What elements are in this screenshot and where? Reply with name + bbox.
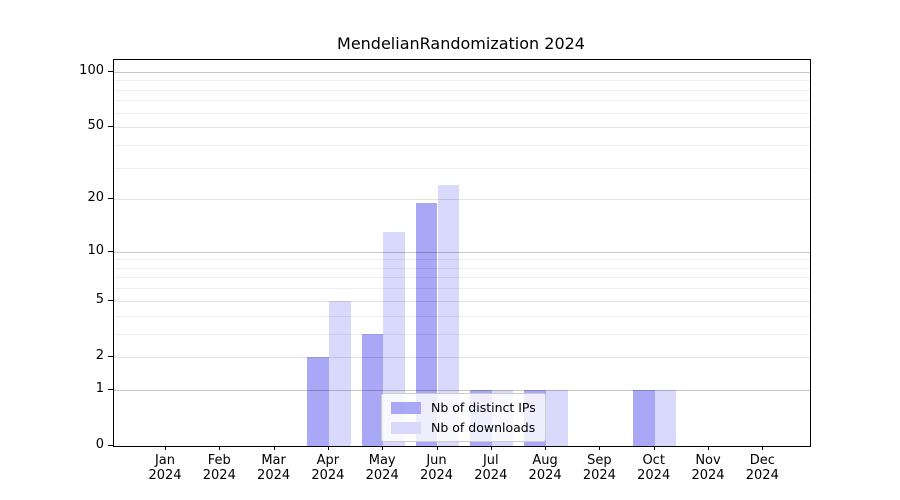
x-tick-label-jun: Jun 2024 <box>405 453 469 483</box>
x-tick-label-sep: Sep 2024 <box>567 453 631 483</box>
x-tick-jul <box>490 446 492 450</box>
y-tick-label-0: 0 <box>95 437 104 452</box>
x-tick-label-may: May 2024 <box>350 453 414 483</box>
gridline-y-100 <box>114 71 810 73</box>
bar-ips-may <box>361 333 384 446</box>
y-tick-label-2: 2 <box>95 347 104 363</box>
x-tick-year-oct: 2024 <box>637 468 671 483</box>
gridline-y-30 <box>114 167 810 169</box>
gridline-y-5 <box>114 300 810 302</box>
x-tick-label-dec: Dec 2024 <box>730 453 794 483</box>
y-tick-10 <box>108 250 113 252</box>
x-tick-year-feb: 2024 <box>202 468 236 483</box>
y-tick-5 <box>108 299 113 301</box>
x-tick-year-apr: 2024 <box>311 468 345 483</box>
gridline-y-60 <box>114 112 810 114</box>
gridline-y-1 <box>114 389 810 391</box>
y-tick-20 <box>108 198 113 200</box>
x-tick-label-feb: Feb 2024 <box>187 453 251 483</box>
y-tick-label-1: 1 <box>95 380 104 396</box>
x-tick-may <box>382 446 384 450</box>
x-tick-year-may: 2024 <box>365 468 399 483</box>
gridline-y-2 <box>114 356 810 358</box>
x-tick-oct <box>653 446 655 450</box>
chart-title: MendelianRandomization 2024 <box>337 34 585 53</box>
gridline-y-20 <box>114 199 810 201</box>
y-tick-label-20: 20 <box>87 190 104 206</box>
legend-swatch-downloads <box>391 421 421 434</box>
x-tick-label-aug: Aug 2024 <box>513 453 577 483</box>
x-tick-aug <box>545 446 547 450</box>
y-tick-label-10: 10 <box>87 242 104 258</box>
gridline-y-40 <box>114 144 810 146</box>
x-tick-year-jun: 2024 <box>419 468 454 483</box>
bar-downloads-aug <box>546 389 568 446</box>
bar-downloads-jun <box>437 185 460 446</box>
gridline-y-10 <box>114 251 810 253</box>
gridline-y-90 <box>114 80 810 82</box>
plot-area: Nb of distinct IPs Nb of downloads <box>113 59 811 447</box>
x-tick-year-dec: 2024 <box>745 468 779 483</box>
legend: Nb of distinct IPs Nb of downloads <box>381 393 546 442</box>
x-tick-year-jul: 2024 <box>474 468 508 483</box>
x-tick-label-oct: Oct 2024 <box>622 453 686 483</box>
gridline-y-80 <box>114 89 810 91</box>
x-tick-mar <box>273 446 275 450</box>
x-tick-label-jul: Jul 2024 <box>459 453 523 483</box>
y-tick-2 <box>108 355 113 357</box>
gridline-y-3 <box>114 333 810 335</box>
bar-ips-apr <box>307 356 329 446</box>
x-tick-year-sep: 2024 <box>582 468 616 483</box>
bar-ips-jun <box>415 203 438 446</box>
legend-label-distinct-ips: Nb of distinct IPs <box>431 400 536 415</box>
x-tick-nov <box>708 446 709 450</box>
x-tick-label-jan: Jan 2024 <box>133 453 197 483</box>
x-tick-apr <box>327 446 329 450</box>
gridline-y-7 <box>114 277 810 279</box>
y-tick-label-5: 5 <box>95 291 104 307</box>
gridline-y-50 <box>114 127 810 129</box>
y-tick-0 <box>108 445 113 446</box>
y-tick-50 <box>108 126 113 128</box>
x-tick-year-nov: 2024 <box>691 468 725 483</box>
x-tick-year-mar: 2024 <box>257 468 291 483</box>
x-tick-label-apr: Apr 2024 <box>296 453 360 483</box>
x-tick-feb <box>219 446 221 450</box>
y-tick-label-100: 100 <box>79 62 104 78</box>
gridline-y-70 <box>114 100 810 102</box>
x-tick-sep <box>599 446 601 450</box>
x-tick-label-nov: Nov 2024 <box>676 453 740 483</box>
legend-swatch-distinct-ips <box>391 401 421 414</box>
legend-label-downloads: Nb of downloads <box>431 420 536 435</box>
x-tick-dec <box>762 446 764 450</box>
gridline-y-4 <box>114 315 810 317</box>
y-tick-label-50: 50 <box>87 118 104 134</box>
gridline-y-6 <box>114 288 810 290</box>
bar-ips-oct <box>633 389 655 446</box>
x-tick-year-jan: 2024 <box>148 468 182 483</box>
legend-row-downloads: Nb of downloads <box>391 419 536 436</box>
gridline-y-9 <box>114 259 810 261</box>
y-tick-100 <box>108 70 113 72</box>
x-tick-label-mar: Mar 2024 <box>242 453 306 483</box>
legend-row-ips: Nb of distinct IPs <box>391 399 536 416</box>
bar-downloads-may <box>383 232 405 446</box>
bar-downloads-oct <box>654 389 677 446</box>
bar-downloads-apr <box>328 300 351 446</box>
x-tick-jun <box>436 446 438 450</box>
x-tick-jan <box>165 446 166 450</box>
y-tick-1 <box>108 388 113 390</box>
x-tick-year-aug: 2024 <box>528 468 562 483</box>
gridline-y-8 <box>114 267 810 269</box>
